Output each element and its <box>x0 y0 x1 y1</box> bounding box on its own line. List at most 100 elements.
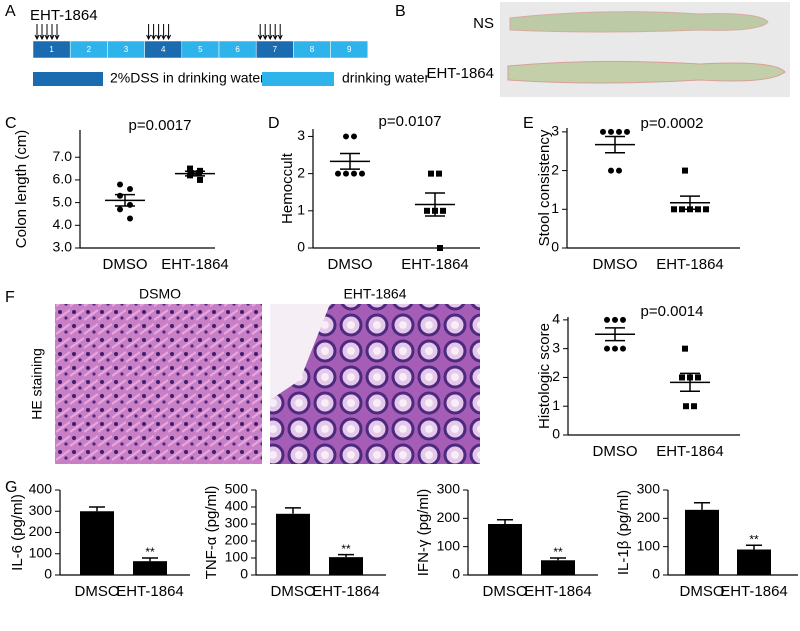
x-tick-label: EHT-1864 <box>312 583 380 600</box>
y-tick-label: 7.0 <box>53 148 73 164</box>
error-bar <box>680 372 700 393</box>
day-label: 6 <box>235 45 240 54</box>
data-point <box>187 165 193 172</box>
drug-label: EHT-1864 <box>30 7 98 24</box>
y-axis-label: TNF-α (pg/ml) <box>203 486 220 580</box>
data-point <box>616 128 622 135</box>
data-point <box>428 170 434 177</box>
y-tick-label: 100 <box>437 537 461 553</box>
data-point <box>682 167 688 174</box>
significance: ** <box>341 542 351 556</box>
y-tick-label: 3 <box>551 123 559 139</box>
y-axis-label: Histologic score <box>536 323 553 429</box>
significance: ** <box>553 545 563 559</box>
dose-arrow <box>146 24 152 41</box>
legend-swatch <box>33 72 103 86</box>
dose-arrow <box>166 24 172 41</box>
x-tick-label: DMSO <box>593 443 638 460</box>
bar <box>488 524 522 575</box>
panel-letter: G <box>5 479 17 496</box>
y-tick-label: 0 <box>652 566 660 582</box>
error-bar <box>115 193 135 207</box>
error-bar <box>142 557 158 562</box>
colon-ns <box>509 11 769 33</box>
day-label: 1 <box>49 45 54 54</box>
y-tick-label: 0 <box>297 239 305 255</box>
data-point <box>691 403 697 410</box>
y-axis-label: Hemoccult <box>279 152 296 224</box>
data-point <box>335 170 341 177</box>
bar <box>133 561 167 575</box>
significance: ** <box>749 532 759 546</box>
data-point <box>695 374 701 381</box>
error-bar <box>285 507 301 514</box>
day-label: 4 <box>161 45 166 54</box>
error-bar <box>746 544 762 550</box>
panel-letter: D <box>268 115 280 132</box>
y-tick-label: 2 <box>297 164 305 180</box>
bar <box>276 513 310 575</box>
he-image-dmso <box>55 304 262 464</box>
data-point <box>604 345 610 352</box>
data-point <box>604 316 610 323</box>
colon-eht <box>507 60 786 84</box>
photo-label: EHT-1864 <box>426 65 494 82</box>
panel-letter: C <box>5 115 17 132</box>
data-point <box>343 170 349 177</box>
x-tick-label: EHT-1864 <box>524 583 592 600</box>
dose-arrow <box>44 24 50 41</box>
x-tick-label: DMSO <box>271 583 316 600</box>
x-tick-label: DMSO <box>75 583 120 600</box>
dose-arrow <box>39 24 45 41</box>
data-point <box>343 133 349 140</box>
data-point <box>679 374 685 381</box>
y-tick-label: 4.0 <box>53 216 73 232</box>
image-title: DSMO <box>139 286 181 302</box>
y-tick-label: 4 <box>552 311 560 327</box>
x-tick-label: EHT-1864 <box>401 256 469 273</box>
y-tick-label: 0 <box>44 566 52 582</box>
dose-arrow <box>54 24 60 41</box>
y-tick-label: 6.0 <box>53 171 73 187</box>
panel-letter: E <box>523 115 534 132</box>
data-point <box>616 167 622 174</box>
colon-photo <box>500 2 790 97</box>
y-tick-label: 400 <box>29 481 53 497</box>
bar <box>541 560 575 575</box>
significance: ** <box>145 545 155 559</box>
x-tick-label: EHT-1864 <box>720 583 788 600</box>
y-axis-label: IL-1β (pg/ml) <box>615 490 632 575</box>
data-point <box>440 207 446 214</box>
y-tick-label: 1 <box>551 200 559 216</box>
day-cell <box>330 40 369 59</box>
y-axis-label: Stool consistency <box>536 129 553 246</box>
day-label: 7 <box>273 45 278 54</box>
legend-swatch <box>262 72 334 86</box>
x-tick-label: DMSO <box>103 256 148 273</box>
p-value: p=0.0014 <box>641 303 704 320</box>
y-tick-label: 100 <box>225 549 249 565</box>
x-tick-label: DMSO <box>328 256 373 273</box>
he-image-gap <box>270 304 330 400</box>
x-tick-label: DMSO <box>593 256 638 273</box>
y-axis-label: Colon length (cm) <box>13 130 30 248</box>
y-tick-label: 100 <box>29 544 53 560</box>
dose-arrow <box>272 24 278 41</box>
error-bar <box>340 152 360 170</box>
dose-arrow <box>257 24 263 41</box>
y-tick-label: 300 <box>437 481 461 497</box>
data-point <box>620 316 626 323</box>
dose-arrow <box>151 24 157 41</box>
y-tick-label: 1 <box>297 202 305 218</box>
data-point <box>351 133 357 140</box>
x-tick-label: EHT-1864 <box>656 443 724 460</box>
data-point <box>117 206 123 213</box>
dose-arrow <box>49 24 55 41</box>
y-axis-label: IL-6 (pg/ml) <box>9 494 26 571</box>
y-tick-label: 3 <box>552 339 560 355</box>
error-bar <box>550 557 566 561</box>
y-tick-label: 200 <box>637 509 661 525</box>
y-tick-label: 2 <box>552 368 560 384</box>
y-tick-label: 200 <box>29 523 53 539</box>
